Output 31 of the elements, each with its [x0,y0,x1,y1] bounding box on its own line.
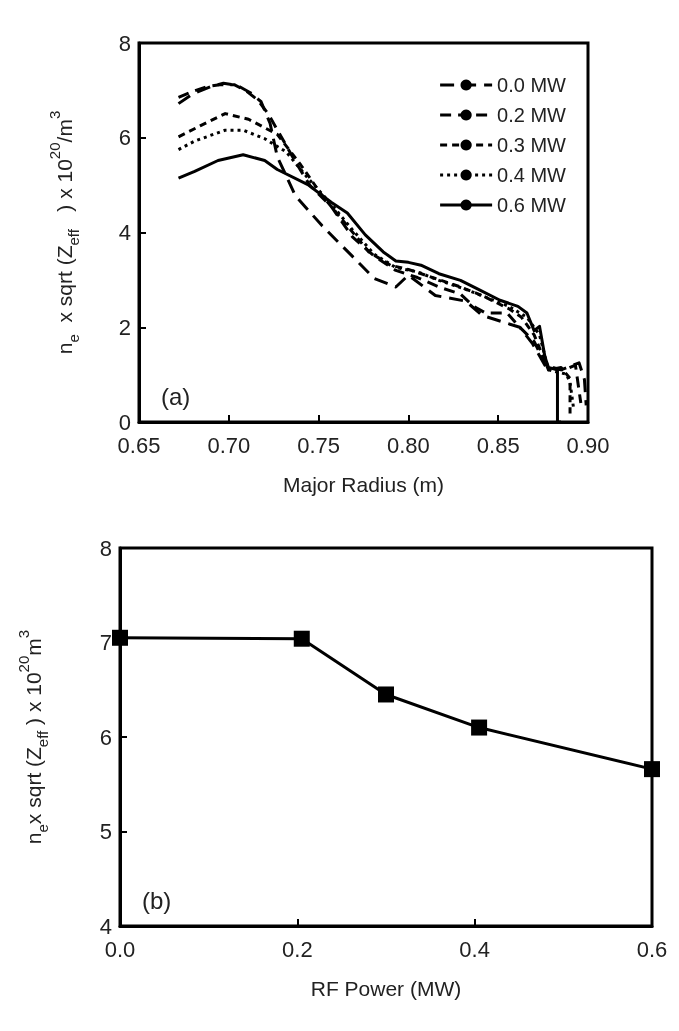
y-tick-label: 4 [99,913,112,939]
y-tick-label: 2 [118,314,131,340]
x-axis-title: RF Power (MW) [310,977,462,1000]
y-axis-title: nex sqrt (Zeff ) x 1020m3 [15,629,51,845]
y-tick-label: 8 [118,30,131,56]
x-tick-label: 0.85 [476,432,520,458]
y-tick-label: 7 [99,630,112,655]
y-tick-label: 4 [118,220,131,245]
legend-label: 0.3 MW [497,134,567,156]
y-axis-title: ne x sqrt (Zeff ) x 1020/m3 [46,110,82,355]
legend-label: 0.0 MW [497,74,567,96]
x-axis-title: Major Radius (m) [282,473,445,496]
x-tick-label: 0.90 [566,432,610,458]
x-tick-label: 0.75 [297,432,341,458]
x-tick-label: 0.0 [104,936,136,962]
x-tick-label: 0.80 [386,432,430,458]
x-tick-label: 0.65 [117,432,161,458]
x-tick-label: 0.4 [459,936,490,962]
x-tick-label: 0.6 [636,936,668,962]
legend-label: 0.6 MW [497,194,567,216]
legend-label: 0.4 MW [497,164,567,186]
annotation: (b) [142,886,172,914]
annotation: (a) [161,382,191,410]
x-tick-label: 0.70 [207,432,251,458]
y-tick-label: 5 [99,819,112,844]
y-tick-label: 6 [118,125,131,151]
x-tick-label: 0.2 [282,936,313,962]
y-tick-label: 6 [99,724,112,750]
y-tick-label: 0 [118,409,131,435]
legend-label: 0.2 MW [497,104,567,126]
y-tick-label: 8 [99,535,112,561]
